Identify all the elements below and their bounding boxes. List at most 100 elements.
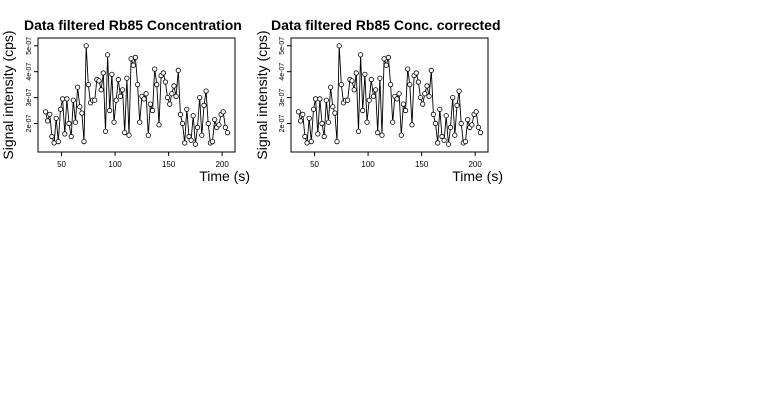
data-point xyxy=(452,132,458,138)
data-point xyxy=(390,119,396,125)
data-point xyxy=(70,97,76,103)
data-point xyxy=(447,124,454,131)
y-tick-label: 2e-07 xyxy=(279,114,286,132)
data-point xyxy=(220,109,226,115)
x-tick-label: 50 xyxy=(310,160,319,169)
data-point xyxy=(105,52,111,58)
data-point xyxy=(327,84,334,90)
data-point xyxy=(117,93,124,99)
data-point xyxy=(100,70,106,76)
data-point xyxy=(224,130,231,136)
data-point xyxy=(402,107,409,114)
data-point xyxy=(53,115,59,121)
data-point xyxy=(160,70,166,76)
data-point xyxy=(79,110,85,116)
data-point xyxy=(377,75,383,81)
data-point xyxy=(55,139,61,145)
x-tick-label: 50 xyxy=(57,160,66,169)
data-point xyxy=(92,97,98,103)
data-point xyxy=(308,139,314,145)
data-point xyxy=(113,97,119,103)
data-point xyxy=(120,87,126,93)
data-point xyxy=(122,130,128,136)
data-point xyxy=(336,43,342,49)
data-point xyxy=(102,128,109,134)
data-point xyxy=(360,107,366,114)
data-point xyxy=(417,95,424,101)
data-point xyxy=(42,109,49,115)
data-point xyxy=(385,54,391,61)
data-point xyxy=(302,133,308,140)
data-point xyxy=(150,107,156,114)
data-point xyxy=(445,141,451,147)
chart-title: Data filtered Rb85 Conc. corrected xyxy=(271,17,501,33)
data-point xyxy=(381,56,387,62)
data-point xyxy=(409,122,415,128)
data-point xyxy=(400,101,406,107)
data-point xyxy=(330,104,336,110)
data-point xyxy=(304,140,310,146)
data-point xyxy=(107,107,113,114)
data-point xyxy=(147,101,153,107)
plot-frame xyxy=(37,37,236,153)
x-tick-label: 200 xyxy=(468,160,482,169)
data-point xyxy=(152,66,158,72)
data-point xyxy=(456,88,462,94)
data-point xyxy=(437,106,443,112)
data-point xyxy=(415,79,421,85)
data-point xyxy=(135,82,141,88)
y-tick-label: 2e-07 xyxy=(26,114,33,132)
data-point xyxy=(203,88,209,94)
plot-frame xyxy=(290,37,489,153)
data-point xyxy=(109,71,115,77)
data-point xyxy=(143,91,149,97)
data-point xyxy=(115,76,121,83)
data-point xyxy=(315,131,321,137)
data-point xyxy=(351,87,357,93)
data-point xyxy=(83,43,89,49)
data-point xyxy=(68,133,74,140)
x-tick-label: 150 xyxy=(162,160,176,169)
data-point xyxy=(192,141,198,147)
y-tick-label: 3e-07 xyxy=(26,89,33,107)
data-point xyxy=(398,132,404,138)
data-point xyxy=(111,119,117,125)
data-point xyxy=(177,111,183,118)
data-point xyxy=(222,124,228,131)
data-point xyxy=(332,110,338,116)
data-point xyxy=(128,56,134,62)
data-point xyxy=(156,122,162,128)
chart-title: Data filtered Rb85 Concentration xyxy=(24,17,242,33)
data-point xyxy=(64,96,70,102)
y-tick-label: 4e-07 xyxy=(26,63,33,81)
data-point xyxy=(475,124,481,131)
data-point xyxy=(137,119,143,125)
x-tick-label: 150 xyxy=(415,160,429,169)
data-point xyxy=(319,120,325,127)
data-point xyxy=(372,87,379,93)
series-line xyxy=(45,45,228,145)
data-point xyxy=(186,133,192,140)
data-point xyxy=(295,109,302,115)
data-point xyxy=(462,139,469,145)
data-point xyxy=(201,102,207,109)
data-point xyxy=(51,140,57,146)
data-point xyxy=(205,120,211,127)
data-point xyxy=(450,95,456,101)
data-point xyxy=(473,109,479,115)
data-point xyxy=(323,97,329,103)
data-point xyxy=(44,118,51,124)
data-point xyxy=(375,130,381,136)
data-point xyxy=(188,137,194,143)
x-tick-label: 100 xyxy=(361,160,375,169)
data-point xyxy=(443,113,449,119)
data-point xyxy=(428,67,434,74)
data-point xyxy=(212,117,218,123)
data-point xyxy=(49,133,55,140)
x-tick-label: 100 xyxy=(108,160,122,169)
data-point xyxy=(432,120,439,127)
data-point xyxy=(184,106,190,112)
y-tick-label: 4e-07 xyxy=(279,63,286,81)
data-point xyxy=(383,62,389,68)
y-tick-label: 3e-07 xyxy=(279,89,286,107)
